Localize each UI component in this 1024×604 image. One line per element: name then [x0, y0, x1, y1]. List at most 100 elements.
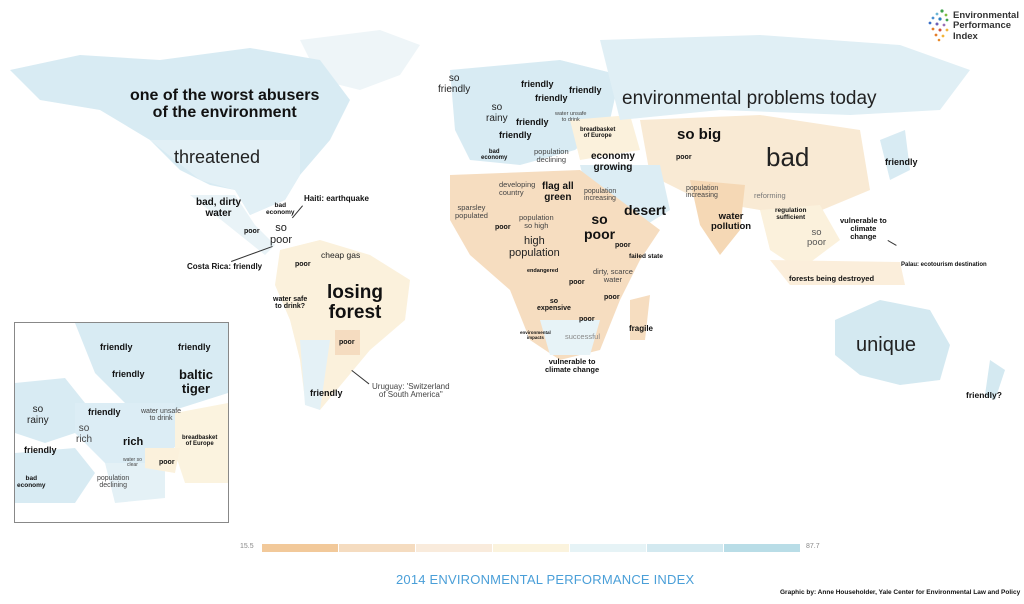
- label-poor-kazakhstan: poor: [676, 154, 692, 161]
- inset-rich: rich: [123, 436, 144, 448]
- label-so-rainy: so rainy: [486, 102, 508, 124]
- label-friendly-germany: friendly: [516, 117, 549, 127]
- inset-friendly-sweden: friendly: [112, 369, 145, 379]
- label-water-safe: water safe to drink?: [273, 296, 308, 311]
- legend-swatch-6: [647, 544, 723, 552]
- inset-poor: poor: [159, 459, 175, 466]
- label-bad-economy-caribbean: bad economy: [266, 202, 295, 216]
- label-poor-congo: poor: [569, 279, 585, 286]
- region-south-africa: [540, 320, 600, 355]
- inset-water-so-clear: water so clear: [123, 457, 142, 469]
- logo-line-2: Performance: [953, 20, 1012, 32]
- inset-bad-economy: bad economy: [17, 475, 46, 489]
- label-fragile: fragile: [629, 324, 654, 333]
- label-losing-forest: losing forest: [327, 282, 383, 323]
- label-worst-abusers: one of the worst abusers of the environm…: [130, 87, 320, 121]
- inset-so-rainy: so rainy: [27, 404, 49, 426]
- region-east-europe: [570, 115, 640, 160]
- inset-breadbasket: breadbasket of Europe: [182, 435, 218, 448]
- legend-min-value: 15.5: [240, 543, 254, 550]
- label-bad-dirty-water: bad, dirty water: [196, 197, 242, 219]
- region-russia: [600, 35, 970, 120]
- label-poor-central-america: poor: [244, 228, 260, 235]
- label-bad-china: bad: [766, 142, 810, 172]
- label-so-poor-africa: so poor: [584, 211, 616, 242]
- label-population-declining: population declining: [534, 147, 569, 164]
- label-dirty-scarce-water: dirty, scarce water: [593, 267, 633, 284]
- label-friendly-france: friendly: [499, 130, 532, 140]
- label-water-unsafe: water unsafe to drink: [555, 111, 587, 123]
- label-cheap-gas: cheap gas: [321, 250, 361, 260]
- label-failed-state: failed state: [629, 253, 663, 260]
- label-threatened: threatened: [174, 147, 261, 167]
- label-high-population: high population: [509, 235, 560, 259]
- label-so-big: so big: [677, 126, 722, 143]
- region-japan: [880, 130, 910, 180]
- region-middle-east: [580, 165, 670, 235]
- label-poor-zambia: poor: [579, 316, 595, 323]
- epi-logo: Environmental Performance Index: [928, 8, 1024, 48]
- region-chile-argentina: [300, 340, 330, 410]
- region-central-asia: [640, 115, 870, 215]
- label-vulnerable-pacific: vulnerable to climate change: [840, 216, 887, 241]
- region-north-america: [10, 48, 350, 215]
- label-population-increasing-mideast: population increasing: [584, 188, 617, 203]
- logo-line-3: Index: [953, 30, 978, 42]
- label-friendly-new-zealand: friendly?: [966, 390, 1002, 400]
- epi-logo-icon: [928, 9, 949, 42]
- legend-swatch-3: [416, 544, 492, 552]
- label-breadbasket: breadbasket of Europe: [580, 127, 616, 140]
- region-india: [690, 180, 745, 255]
- inset-population-declining: population declining: [97, 475, 130, 490]
- label-poor-mali: poor: [495, 224, 511, 231]
- logo-line-1: Environmental: [953, 10, 1019, 21]
- label-sparsley-populated: sparsley populated: [455, 203, 488, 220]
- label-forests-destroyed: forests being destroyed: [789, 274, 875, 283]
- label-palau: Palau: ecotourism destination: [901, 262, 987, 268]
- label-so-expensive: so expensive: [537, 298, 571, 313]
- label-costa-rica: Costa Rica: friendly: [187, 262, 263, 271]
- label-developing-country: developing country: [499, 180, 536, 197]
- label-environmental-impacts: environmental impacts: [520, 330, 551, 340]
- region-africa: [450, 170, 660, 360]
- legend-color-scale: [262, 544, 801, 552]
- label-poor-horn: poor: [615, 242, 631, 249]
- region-new-zealand: [985, 360, 1005, 400]
- inset-water-unsafe: water unsafe to drink: [141, 408, 182, 423]
- label-so-friendly-iceland: so friendly: [438, 73, 471, 95]
- label-friendly-norway: friendly: [521, 79, 554, 89]
- europe-inset: friendly friendly friendly baltic tiger …: [14, 322, 229, 523]
- label-env-problems-today: environmental problems today: [622, 88, 877, 109]
- footer-title: 2014 ENVIRONMENTAL PERFORMANCE INDEX: [396, 572, 695, 587]
- label-poor-colombia: poor: [295, 261, 311, 268]
- label-friendly-argentina: friendly: [310, 388, 343, 398]
- label-economy-growing: economy growing: [591, 151, 635, 173]
- region-mexico: [190, 195, 275, 255]
- region-madagascar: [630, 295, 650, 340]
- label-bad-economy-iberia: bad economy: [481, 149, 508, 162]
- inset-friendly-france: friendly: [24, 445, 57, 455]
- label-vulnerable-africa: vulnerable to climate change: [545, 357, 600, 374]
- label-endangered: endangered: [527, 268, 559, 274]
- legend-swatch-1: [262, 544, 338, 552]
- label-population-increasing-asia: population increasing: [686, 185, 719, 200]
- label-population-so-high: population so high: [519, 213, 554, 230]
- region-indonesia: [770, 260, 905, 285]
- label-desert: desert: [624, 202, 667, 218]
- label-friendly-sweden: friendly: [535, 93, 568, 103]
- label-successful: successful: [565, 332, 601, 341]
- label-so-poor-caribbean: so poor: [270, 222, 293, 246]
- footer-credit: Graphic by: Anne Householder, Yale Cente…: [780, 589, 1021, 596]
- region-se-asia: [760, 205, 840, 270]
- region-paraguay: [335, 330, 360, 355]
- europe-inset-map: [15, 323, 228, 503]
- legend-swatch-2: [339, 544, 415, 552]
- inset-friendly-germany: friendly: [88, 407, 121, 417]
- label-unique: unique: [856, 334, 917, 356]
- region-australia: [835, 300, 950, 385]
- inset-friendly-finland: friendly: [178, 342, 211, 352]
- label-regulation-sufficient: regulation sufficient: [775, 207, 807, 221]
- world-map: [10, 30, 1005, 410]
- inset-baltic-tiger: baltic tiger: [179, 367, 213, 396]
- label-reforming: reforming: [754, 191, 786, 200]
